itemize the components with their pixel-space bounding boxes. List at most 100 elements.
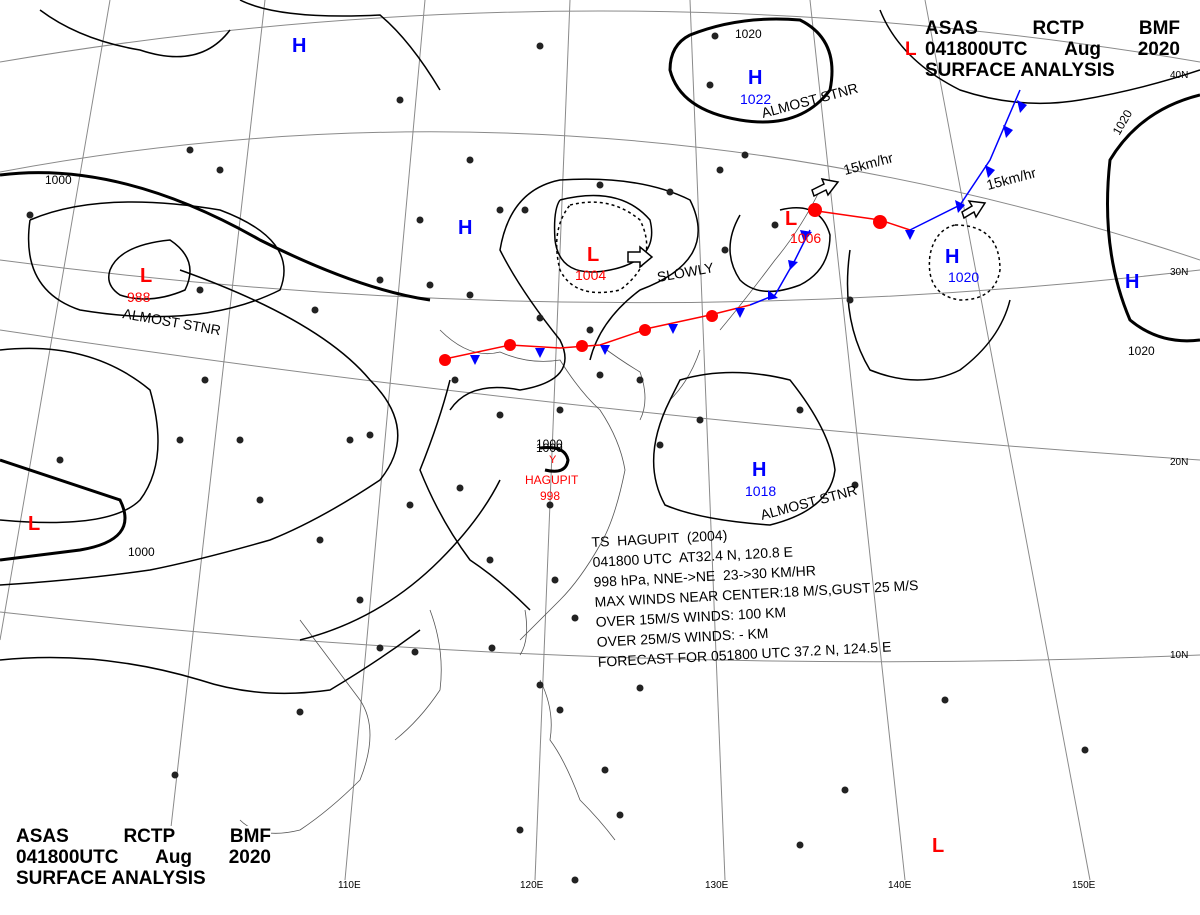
pressure-center-label: H (748, 67, 762, 89)
station-marker (456, 484, 464, 492)
storm-name: HAGUPIT (525, 473, 579, 487)
station-marker (516, 826, 524, 834)
isobar-1004 (553, 194, 653, 273)
station-marker (571, 876, 579, 884)
isobars (0, 0, 1200, 695)
movement-note: ALMOST STNR (121, 305, 222, 338)
station-marker (56, 456, 64, 464)
longitude-label: 110E (338, 880, 361, 891)
pressure-center-label: H (292, 35, 306, 57)
warm-front-semicircle (706, 310, 718, 322)
meridian-90e (0, 0, 111, 641)
station-marker (716, 166, 724, 174)
isobar-1020-japan (668, 17, 834, 124)
coast-philippines (539, 679, 616, 841)
isobar-1012-d (846, 249, 1011, 381)
pressure-center-value: 1004 (575, 267, 606, 283)
station-marker (426, 281, 434, 289)
parallel-20n (0, 329, 1200, 461)
cold-front-triangle (768, 290, 778, 300)
tropical-storm-info: TS HAGUPIT (2004) 041800 UTC AT32.4 N, 1… (591, 515, 922, 672)
station-marker (696, 416, 704, 424)
header-station: RCTP (1032, 18, 1085, 39)
station-marker (451, 376, 459, 384)
station-marker (571, 614, 579, 622)
station-marker (596, 181, 604, 189)
station-marker (488, 644, 496, 652)
station-marker (536, 314, 544, 322)
station-marker (396, 96, 404, 104)
longitude-label: 120E (520, 880, 544, 891)
pressure-center-value: 988 (127, 289, 151, 305)
header-marker: L (905, 39, 917, 60)
station-marker (741, 151, 749, 159)
isobar-1000-north (0, 171, 431, 302)
station-marker (601, 766, 609, 774)
coastlines (239, 189, 821, 841)
station-marker (841, 786, 849, 794)
header-year: 2020 (228, 847, 271, 868)
station-marker (536, 681, 544, 689)
longitude-label: 140E (888, 880, 912, 891)
header-month: Aug (1064, 39, 1102, 60)
latitude-label: 20N (1170, 457, 1188, 468)
meridian-150e (924, 0, 1091, 881)
pressure-center-label: L (140, 265, 152, 287)
cold-front-triangle (1003, 125, 1013, 138)
pressure-center-label: L (932, 835, 944, 857)
station-marker (616, 811, 624, 819)
warm-front-semicircle (639, 324, 651, 336)
header-station: RCTP (123, 826, 176, 847)
pressure-center-value: 1020 (948, 269, 979, 285)
warm-front-semicircle (504, 339, 516, 351)
station-observations (26, 32, 1089, 884)
station-marker (176, 436, 184, 444)
station-marker (196, 286, 204, 294)
coast-taiwan (519, 609, 528, 656)
isobar-label: 1020 (1128, 344, 1155, 358)
cold-front-triangle (955, 200, 965, 213)
station-marker (721, 246, 729, 254)
header-title: SURFACE ANALYSIS (16, 868, 206, 889)
station-marker (186, 146, 194, 154)
warm-front-semicircle (873, 215, 887, 229)
movement-arrow-icon (961, 200, 987, 220)
header-top-row1: ASAS RCTP BMF (925, 18, 1180, 39)
isobar-label: 1000 (128, 545, 155, 559)
station-marker (796, 406, 804, 414)
warm-front-semicircle (576, 340, 588, 352)
parallel-10n (0, 611, 1200, 663)
isobar-1012-west (0, 269, 399, 586)
header-year: 2020 (1137, 39, 1180, 60)
header-top: ASAS RCTP BMF L 041800UTC Aug 2020 SURFA… (905, 18, 1180, 81)
isobar-1012-b (449, 178, 699, 411)
station-marker (311, 306, 319, 314)
station-marker (851, 481, 859, 489)
front-symbols (439, 100, 1027, 366)
isobar-1008 (27, 201, 285, 318)
movement-arrow-icon (627, 245, 654, 269)
pressure-center-label: H (1125, 271, 1139, 293)
station-marker (406, 501, 414, 509)
meridian-140e (809, 0, 906, 881)
pressure-center-label: L (587, 244, 599, 266)
station-marker (556, 706, 564, 714)
station-marker (171, 771, 179, 779)
header-agency: ASAS (925, 18, 978, 39)
longitude-label: 130E (705, 880, 729, 891)
latitude-label: 10N (1170, 650, 1188, 661)
station-marker (1081, 746, 1089, 754)
parallel-30n-b (0, 259, 1200, 304)
latitude-label: 40N (1170, 70, 1188, 81)
station-marker (846, 296, 854, 304)
isobar-1016-c (879, 9, 1200, 105)
longitude-label: 150E (1072, 880, 1096, 891)
station-marker (496, 411, 504, 419)
cold-front-triangle (905, 230, 915, 240)
meridian-130e (689, 0, 726, 881)
station-marker (376, 644, 384, 652)
cold-front-main (749, 229, 811, 306)
annotations: ALMOST STNR ALMOST STNR ALMOST STNR SLOW… (121, 80, 1037, 523)
